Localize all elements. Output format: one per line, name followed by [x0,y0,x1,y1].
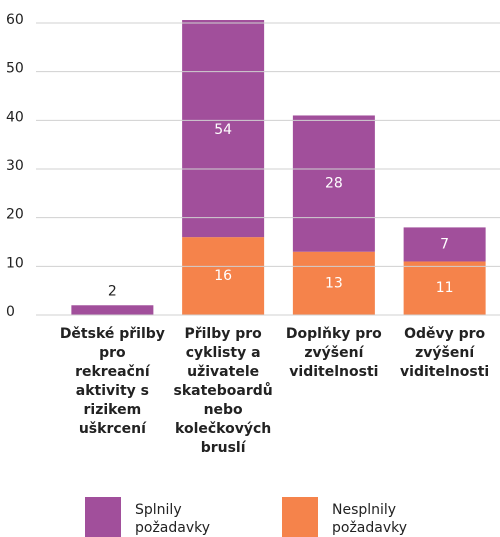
y-tick-label: 50 [6,61,24,77]
value-label: 54 [214,122,232,138]
x-tick-label: Dětské přilby pro rekreační aktivity s rizik… [60,326,165,437]
bars [71,20,486,315]
bar-segment [71,305,154,315]
x-tick-label: Přilby pro cyklisty a uživatele skateboardů… [173,326,272,456]
y-tick-label: 10 [6,255,24,271]
bar-segment [182,20,265,238]
y-tick-label: 30 [6,158,24,174]
legend-label: Splnily požadavky [135,502,210,536]
bar-segment [182,237,265,315]
value-label: 28 [325,176,343,192]
bar-segment [403,227,486,262]
y-tick-label: 0 [6,304,15,320]
value-label: 11 [436,280,454,296]
value-label: 7 [440,236,449,252]
legend-swatch [282,497,318,537]
y-tick-label: 20 [6,207,24,223]
bar-segment [292,251,375,315]
value-label: 13 [325,275,343,291]
legend-label: Nesplnily požadavky [332,502,407,536]
y-tick-label: 60 [6,12,24,28]
bar-segment [403,261,486,315]
y-tick-label: 40 [6,109,24,125]
value-label: 16 [214,268,232,284]
x-tick-label: Oděvy pro zvýšení viditelnosti [400,326,489,380]
x-tick-label: Doplňky pro zvýšení viditelnosti [286,326,382,380]
value-label: 2 [108,283,117,299]
bar-segment [292,115,375,252]
legend-swatch [85,497,121,537]
